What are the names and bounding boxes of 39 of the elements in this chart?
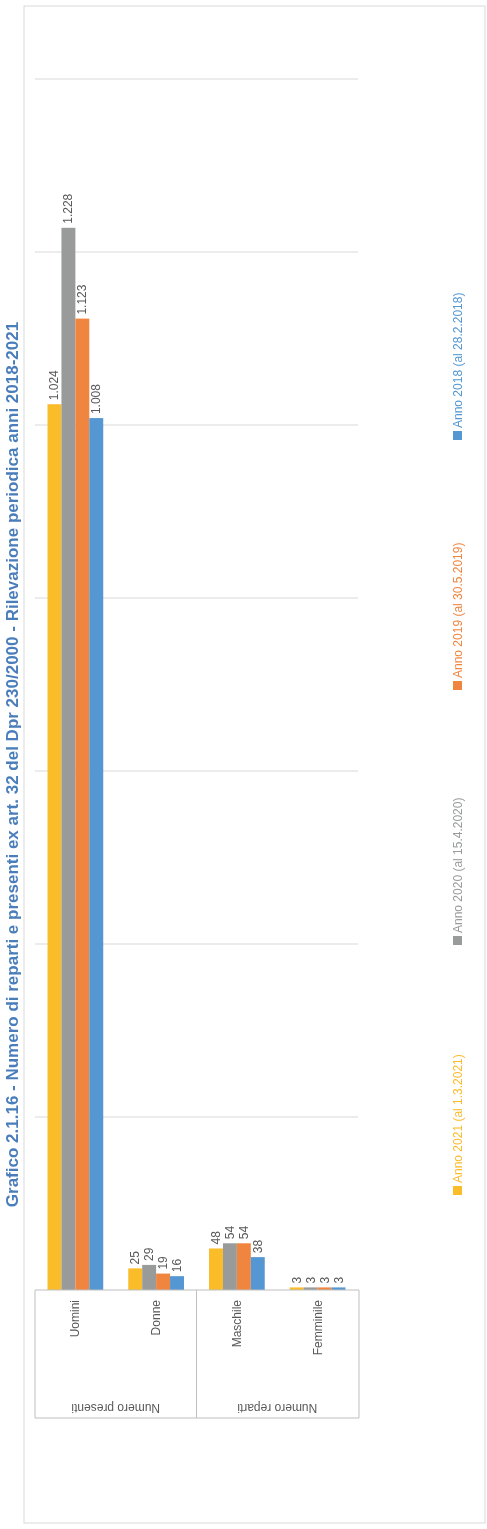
data-label: 1.024	[47, 369, 62, 401]
data-label: 54	[236, 1225, 251, 1240]
data-label: 1.123	[75, 284, 90, 315]
data-label: 3	[303, 1276, 318, 1284]
bar	[250, 1257, 265, 1290]
x-tick-label: Maschile	[229, 1299, 244, 1348]
x-tick-label: Femminile	[310, 1299, 325, 1356]
text: Anno 2020 (al 15.4.2020)	[451, 797, 465, 933]
data-label: 3	[289, 1276, 304, 1284]
data-label: 38	[250, 1239, 265, 1254]
data-label: 1.008	[89, 383, 104, 415]
text: Anno 2021 (al 1.3.2021)	[451, 1054, 465, 1183]
data-label: 19	[156, 1255, 171, 1270]
data-label: 16	[170, 1258, 185, 1273]
bar	[128, 1268, 143, 1290]
bar	[156, 1273, 171, 1290]
bar	[209, 1248, 223, 1290]
text: Numero reparti	[237, 1401, 318, 1415]
bar	[142, 1264, 157, 1290]
bar	[89, 418, 104, 1290]
bar	[170, 1276, 184, 1290]
bar	[75, 318, 90, 1290]
data-label: 1.228	[61, 193, 76, 224]
text: Numero presenti	[71, 1401, 161, 1415]
bar	[47, 404, 62, 1290]
data-label: 3	[331, 1276, 346, 1284]
text: Grafico 2.1.16 - Numero di reparti e presenti ex art. 32 del Dpr 230/2000 - Rilevazione periodica anni 2018-2021	[3, 321, 22, 1208]
bar	[61, 227, 76, 1290]
text: Anno 2019 (al 30.5.2019)	[451, 542, 465, 678]
text: Anno 2018 (al 28.2.2018)	[451, 292, 465, 428]
bar	[222, 1243, 237, 1290]
data-label: 3	[317, 1276, 332, 1284]
x-tick-label: Donne	[149, 1299, 164, 1336]
data-label: 54	[222, 1225, 237, 1240]
data-label: 48	[208, 1230, 223, 1245]
bar	[236, 1243, 251, 1290]
x-tick-label: Uomini	[68, 1300, 83, 1338]
data-label: 25	[128, 1250, 143, 1265]
data-label: 29	[142, 1247, 157, 1261]
